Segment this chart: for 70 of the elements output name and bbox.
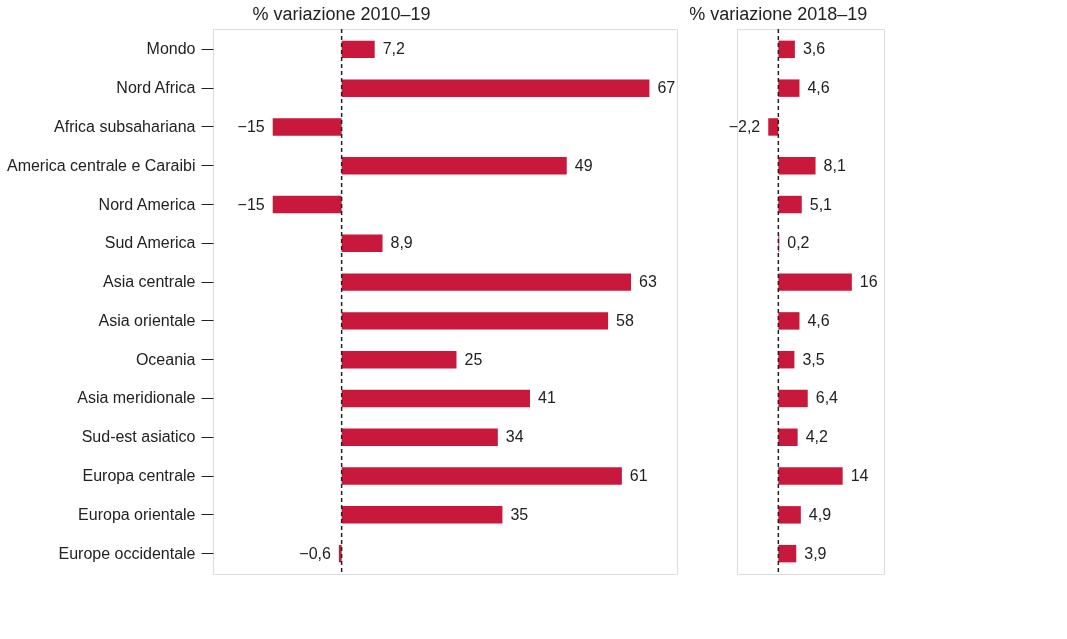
y-tick-label: Europa centrale	[82, 467, 196, 485]
data-label: 67	[657, 79, 676, 97]
data-label: 5,1	[809, 195, 833, 213]
data-label: 4,6	[807, 311, 830, 329]
data-label: 41	[537, 389, 556, 407]
data-label: −0,6	[299, 544, 331, 562]
bar	[272, 195, 342, 214]
bar	[341, 234, 383, 253]
bar	[341, 506, 503, 524]
y-tick-label: Asia orientale	[98, 311, 196, 329]
bar	[341, 467, 622, 485]
bar	[341, 428, 498, 446]
bar	[778, 157, 816, 175]
data-label: 4,6	[807, 79, 830, 97]
data-label: 4,2	[805, 428, 828, 446]
data-label: −2,2	[728, 117, 761, 135]
bar	[341, 350, 457, 369]
y-tick-label: Sud America	[104, 234, 196, 252]
data-label: 16	[859, 273, 878, 291]
bar	[341, 273, 632, 291]
bar	[341, 157, 567, 175]
data-label: 34	[505, 428, 524, 446]
y-tick-label: Nord Africa	[116, 79, 196, 97]
data-label: 61	[629, 467, 648, 485]
y-tick-label: Europa orientale	[78, 505, 196, 523]
y-tick-label: Oceania	[135, 350, 196, 368]
y-tick-label: Asia centrale	[103, 273, 196, 291]
y-tick-label: Nord America	[98, 195, 196, 213]
data-label: 49	[574, 156, 593, 174]
data-label: 3,5	[802, 350, 825, 368]
bar	[272, 118, 342, 136]
data-label: −15	[237, 117, 265, 135]
chart-title: % variazione 2018–19	[689, 4, 868, 25]
bar	[778, 195, 802, 214]
chart-title: % variazione 2010–19	[252, 4, 431, 25]
bar	[778, 544, 797, 563]
bar	[768, 118, 779, 136]
data-label: 3,9	[804, 544, 827, 562]
bar	[341, 312, 609, 330]
y-tick-label: Sud-est asiatico	[81, 428, 196, 446]
data-label: −15	[237, 195, 265, 213]
data-label: 4,9	[808, 505, 832, 523]
data-label: 7,2	[382, 40, 406, 58]
bar	[778, 389, 808, 408]
bar	[778, 312, 800, 330]
y-tick-label: Europe occidentale	[58, 544, 196, 562]
data-label: 35	[510, 505, 529, 523]
bar	[778, 40, 795, 59]
bar	[341, 40, 375, 59]
bar	[778, 467, 843, 485]
data-label: 58	[616, 311, 634, 329]
bar	[778, 506, 801, 524]
data-label: 14	[850, 467, 869, 485]
bar	[778, 428, 798, 446]
y-tick-label: Africa subsahariana	[54, 117, 196, 135]
bar	[778, 273, 852, 291]
y-tick-label: Mondo	[146, 40, 196, 58]
data-label: 0,2	[787, 234, 810, 252]
data-label: 8,9	[390, 234, 413, 252]
data-label: 8,1	[823, 156, 846, 174]
data-label: 6,4	[815, 389, 839, 407]
y-tick-label: Asia meridionale	[77, 389, 196, 407]
bar	[778, 350, 795, 369]
data-label: 63	[639, 273, 657, 291]
data-label: 3,6	[802, 40, 826, 58]
y-tick-label: America centrale e Caraibi	[6, 156, 196, 174]
data-label: 25	[464, 350, 483, 368]
bar	[778, 79, 800, 97]
bar	[341, 389, 530, 408]
bar	[341, 79, 650, 97]
